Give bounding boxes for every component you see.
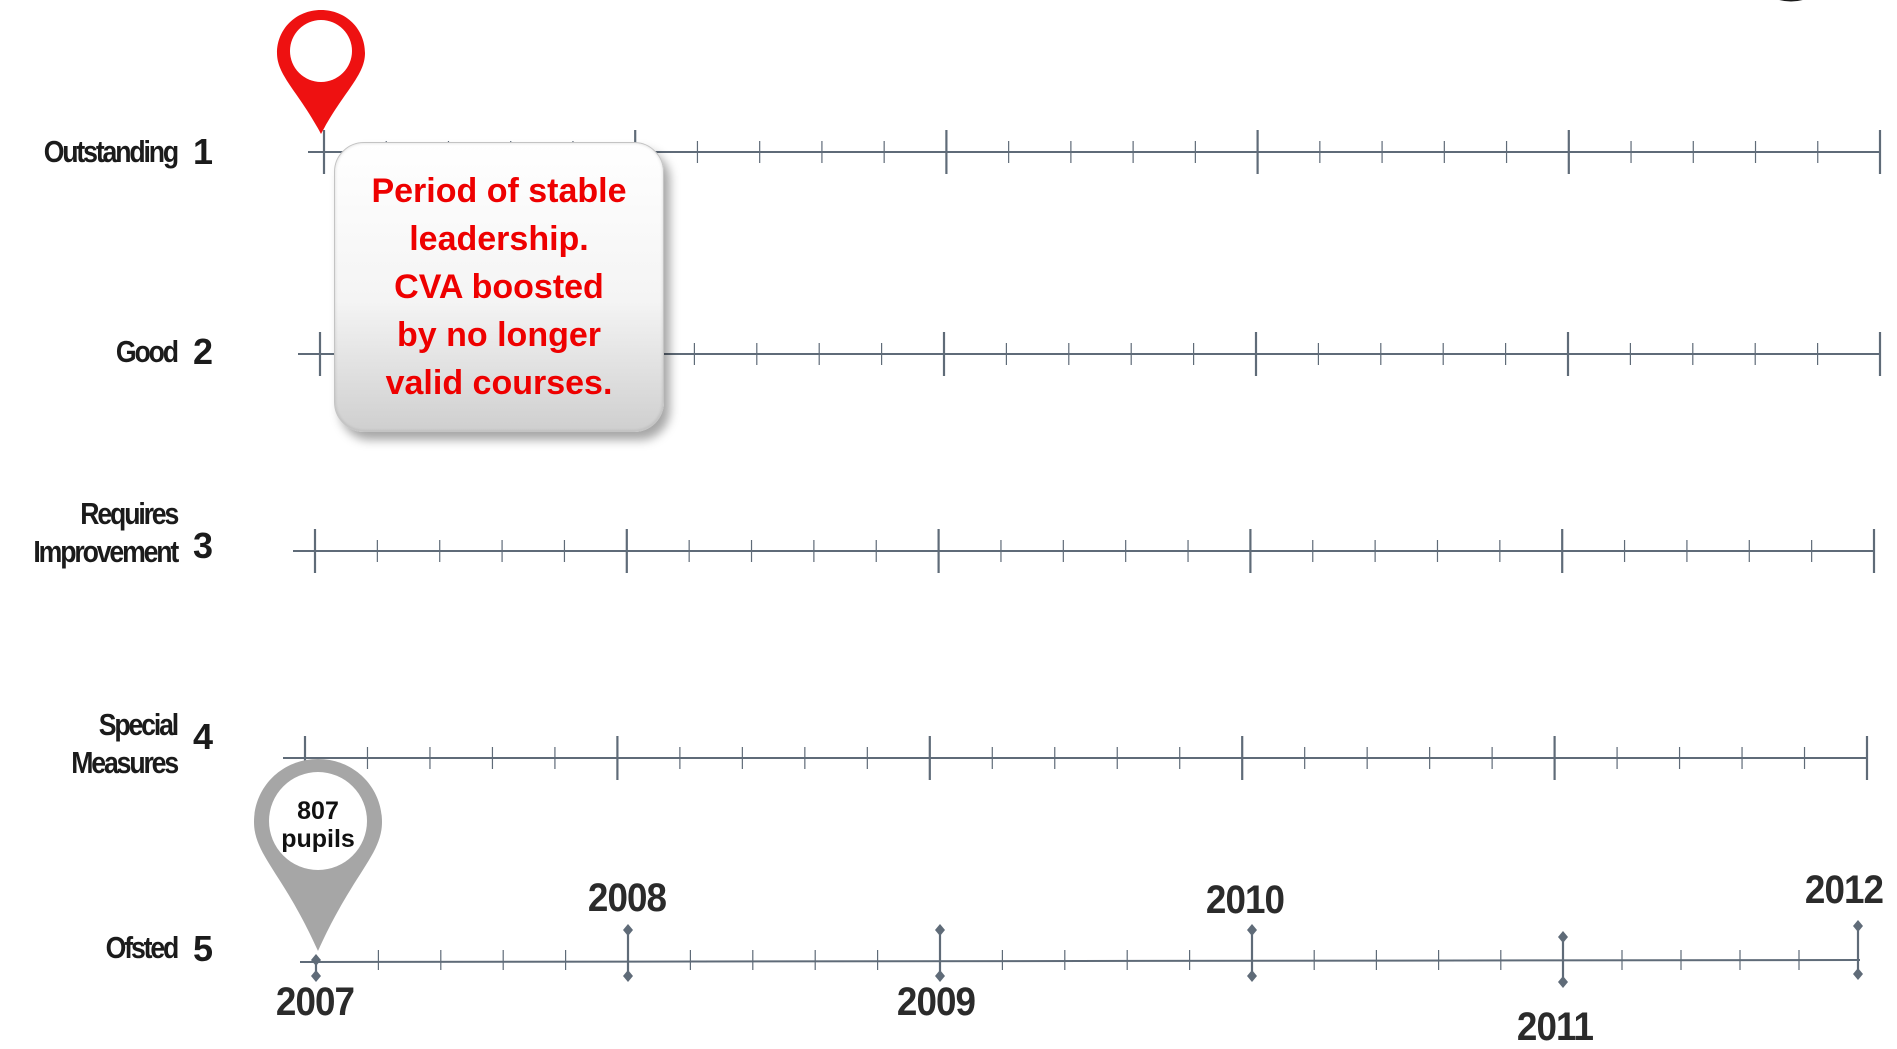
year-label-2009: 2009	[896, 980, 976, 1024]
year-marker-bottom-2012	[1853, 968, 1863, 980]
pupils-count: 807 pupils	[281, 797, 355, 853]
location-pin-icon	[277, 10, 365, 134]
row-number-2: 2	[193, 331, 214, 372]
year-marker-top-2007	[311, 954, 321, 966]
axis-line-ofsted	[299, 959, 1861, 963]
row-number-5: 5	[193, 928, 214, 969]
row-label-ofsted: Ofsted	[105, 930, 179, 965]
row-number-4: 4	[193, 716, 214, 757]
year-marker-bottom-2007	[311, 970, 321, 982]
callout-box: Period of stable leadership. CVA boosted…	[334, 142, 664, 432]
row-number-3: 3	[193, 525, 214, 566]
year-label-2010: 2010	[1205, 878, 1285, 922]
year-label-2011: 2011	[1516, 1005, 1594, 1049]
year-marker-bottom-2009	[935, 970, 945, 982]
row-number-1: 1	[193, 131, 214, 172]
year-marker-top-2009	[935, 924, 945, 936]
row-label-good: Good	[116, 334, 179, 369]
year-label-2012: 2012	[1804, 868, 1884, 912]
row-label-outstanding: Outstanding	[43, 134, 179, 169]
year-marker-top-2011	[1558, 931, 1568, 943]
callout-text: Period of stable leadership. CVA boosted…	[371, 172, 627, 402]
year-marker-bottom-2008	[623, 970, 633, 982]
school-logo-icon	[1779, 0, 1803, 2]
year-marker-bottom-2011	[1558, 976, 1568, 988]
pupils-pin-icon	[254, 759, 382, 951]
year-marker-top-2012	[1853, 920, 1863, 932]
year-marker-top-2010	[1247, 924, 1257, 936]
row-label-special-measures: Special Measures	[71, 707, 179, 780]
year-label-2007: 2007	[275, 980, 355, 1024]
year-marker-bottom-2010	[1247, 970, 1257, 982]
year-label-2008: 2008	[587, 876, 667, 920]
row-label-requires-improvement: Requires Improvement	[33, 496, 179, 569]
year-marker-top-2008	[623, 924, 633, 936]
